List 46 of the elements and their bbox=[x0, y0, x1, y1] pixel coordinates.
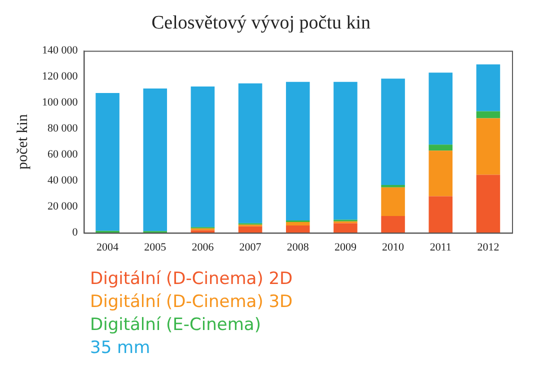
y-tick-label: 60 000 bbox=[48, 148, 78, 161]
y-tick-label: 0 bbox=[72, 226, 78, 239]
x-tick-label: 2007 bbox=[239, 241, 262, 254]
x-tick-label: 2006 bbox=[192, 241, 214, 254]
bar bbox=[143, 88, 168, 232]
bar bbox=[381, 184, 405, 188]
text: Digitální (D-Cinema) 2D bbox=[90, 268, 293, 291]
x-tick-label: 2012 bbox=[477, 241, 500, 254]
y-tick-label: 140 000 bbox=[42, 44, 78, 57]
y-tick-label: 20 000 bbox=[48, 200, 78, 213]
bar bbox=[428, 196, 453, 233]
bar bbox=[476, 64, 500, 112]
bar bbox=[334, 223, 358, 233]
bar bbox=[238, 226, 262, 233]
bar bbox=[428, 72, 453, 145]
bar bbox=[381, 216, 405, 233]
bar bbox=[476, 118, 500, 175]
text: 35 mm bbox=[90, 337, 152, 360]
x-tick-label: 2010 bbox=[382, 241, 405, 254]
text: Digitální (E-Cinema) bbox=[90, 314, 262, 337]
y-tick-label: 40 000 bbox=[48, 174, 78, 187]
x-tick-label: 2008 bbox=[286, 241, 310, 254]
bar bbox=[428, 150, 453, 196]
y-tick-label: 120 000 bbox=[42, 70, 78, 83]
bar bbox=[286, 222, 310, 226]
bar bbox=[286, 226, 310, 233]
bar bbox=[381, 78, 405, 185]
x-tick-label: 2011 bbox=[430, 241, 452, 254]
bar bbox=[381, 187, 405, 216]
x-tick-label: 2004 bbox=[96, 241, 120, 254]
bar bbox=[96, 93, 120, 231]
x-tick-label: 2009 bbox=[334, 241, 357, 254]
y-axis-title: počet kin bbox=[14, 114, 31, 170]
bar bbox=[286, 82, 310, 220]
bar bbox=[190, 230, 215, 233]
bar bbox=[428, 144, 453, 151]
bar bbox=[476, 111, 500, 118]
bar bbox=[334, 82, 358, 220]
bar bbox=[238, 83, 262, 224]
chart-title: Celosvětový vývoj počtu kin bbox=[151, 12, 371, 34]
y-tick-label: 100 000 bbox=[42, 96, 78, 109]
y-tick-label: 80 000 bbox=[48, 122, 78, 135]
bar bbox=[476, 174, 500, 233]
x-tick-label: 2005 bbox=[144, 241, 167, 254]
text: Digitální (D-Cinema) 3D bbox=[90, 291, 293, 314]
bar bbox=[190, 86, 215, 228]
